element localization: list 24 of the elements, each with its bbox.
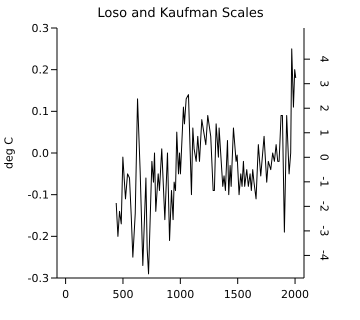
y2-tick-label: 0 [318, 154, 330, 161]
y-tick-label: 0.2 [32, 64, 49, 77]
line-series [116, 48, 296, 274]
y2-tick-label: 4 [318, 56, 330, 63]
y-tick-label: -0.1 [28, 188, 49, 202]
y-tick-label: 0.1 [32, 105, 49, 118]
x-tick-label: 1000 [166, 288, 194, 301]
y2-tick-label: -2 [318, 200, 330, 212]
x-tick-label: 1500 [224, 288, 252, 301]
x-tick-label: 2000 [281, 288, 310, 301]
y2-tick-label: 2 [318, 104, 330, 112]
y2-tick-label: -1 [318, 176, 330, 188]
y-tick-label: 0.0 [32, 146, 49, 160]
y-tick-label: -0.2 [28, 230, 49, 244]
x-tick-label: 500 [112, 288, 134, 301]
y-axis-title: deg C [2, 137, 16, 169]
y-tick-label: 0.3 [32, 22, 49, 35]
y2-tick-label: -3 [318, 225, 330, 236]
y2-tick-label: -4 [318, 250, 330, 261]
x-tick-label: 0 [62, 288, 70, 301]
y2-tick-label: 1 [318, 129, 330, 136]
y-tick-label: -0.3 [28, 272, 49, 285]
y2-tick-label: 3 [318, 80, 330, 88]
chart-title: Loso and Kaufman Scales [96, 6, 265, 21]
